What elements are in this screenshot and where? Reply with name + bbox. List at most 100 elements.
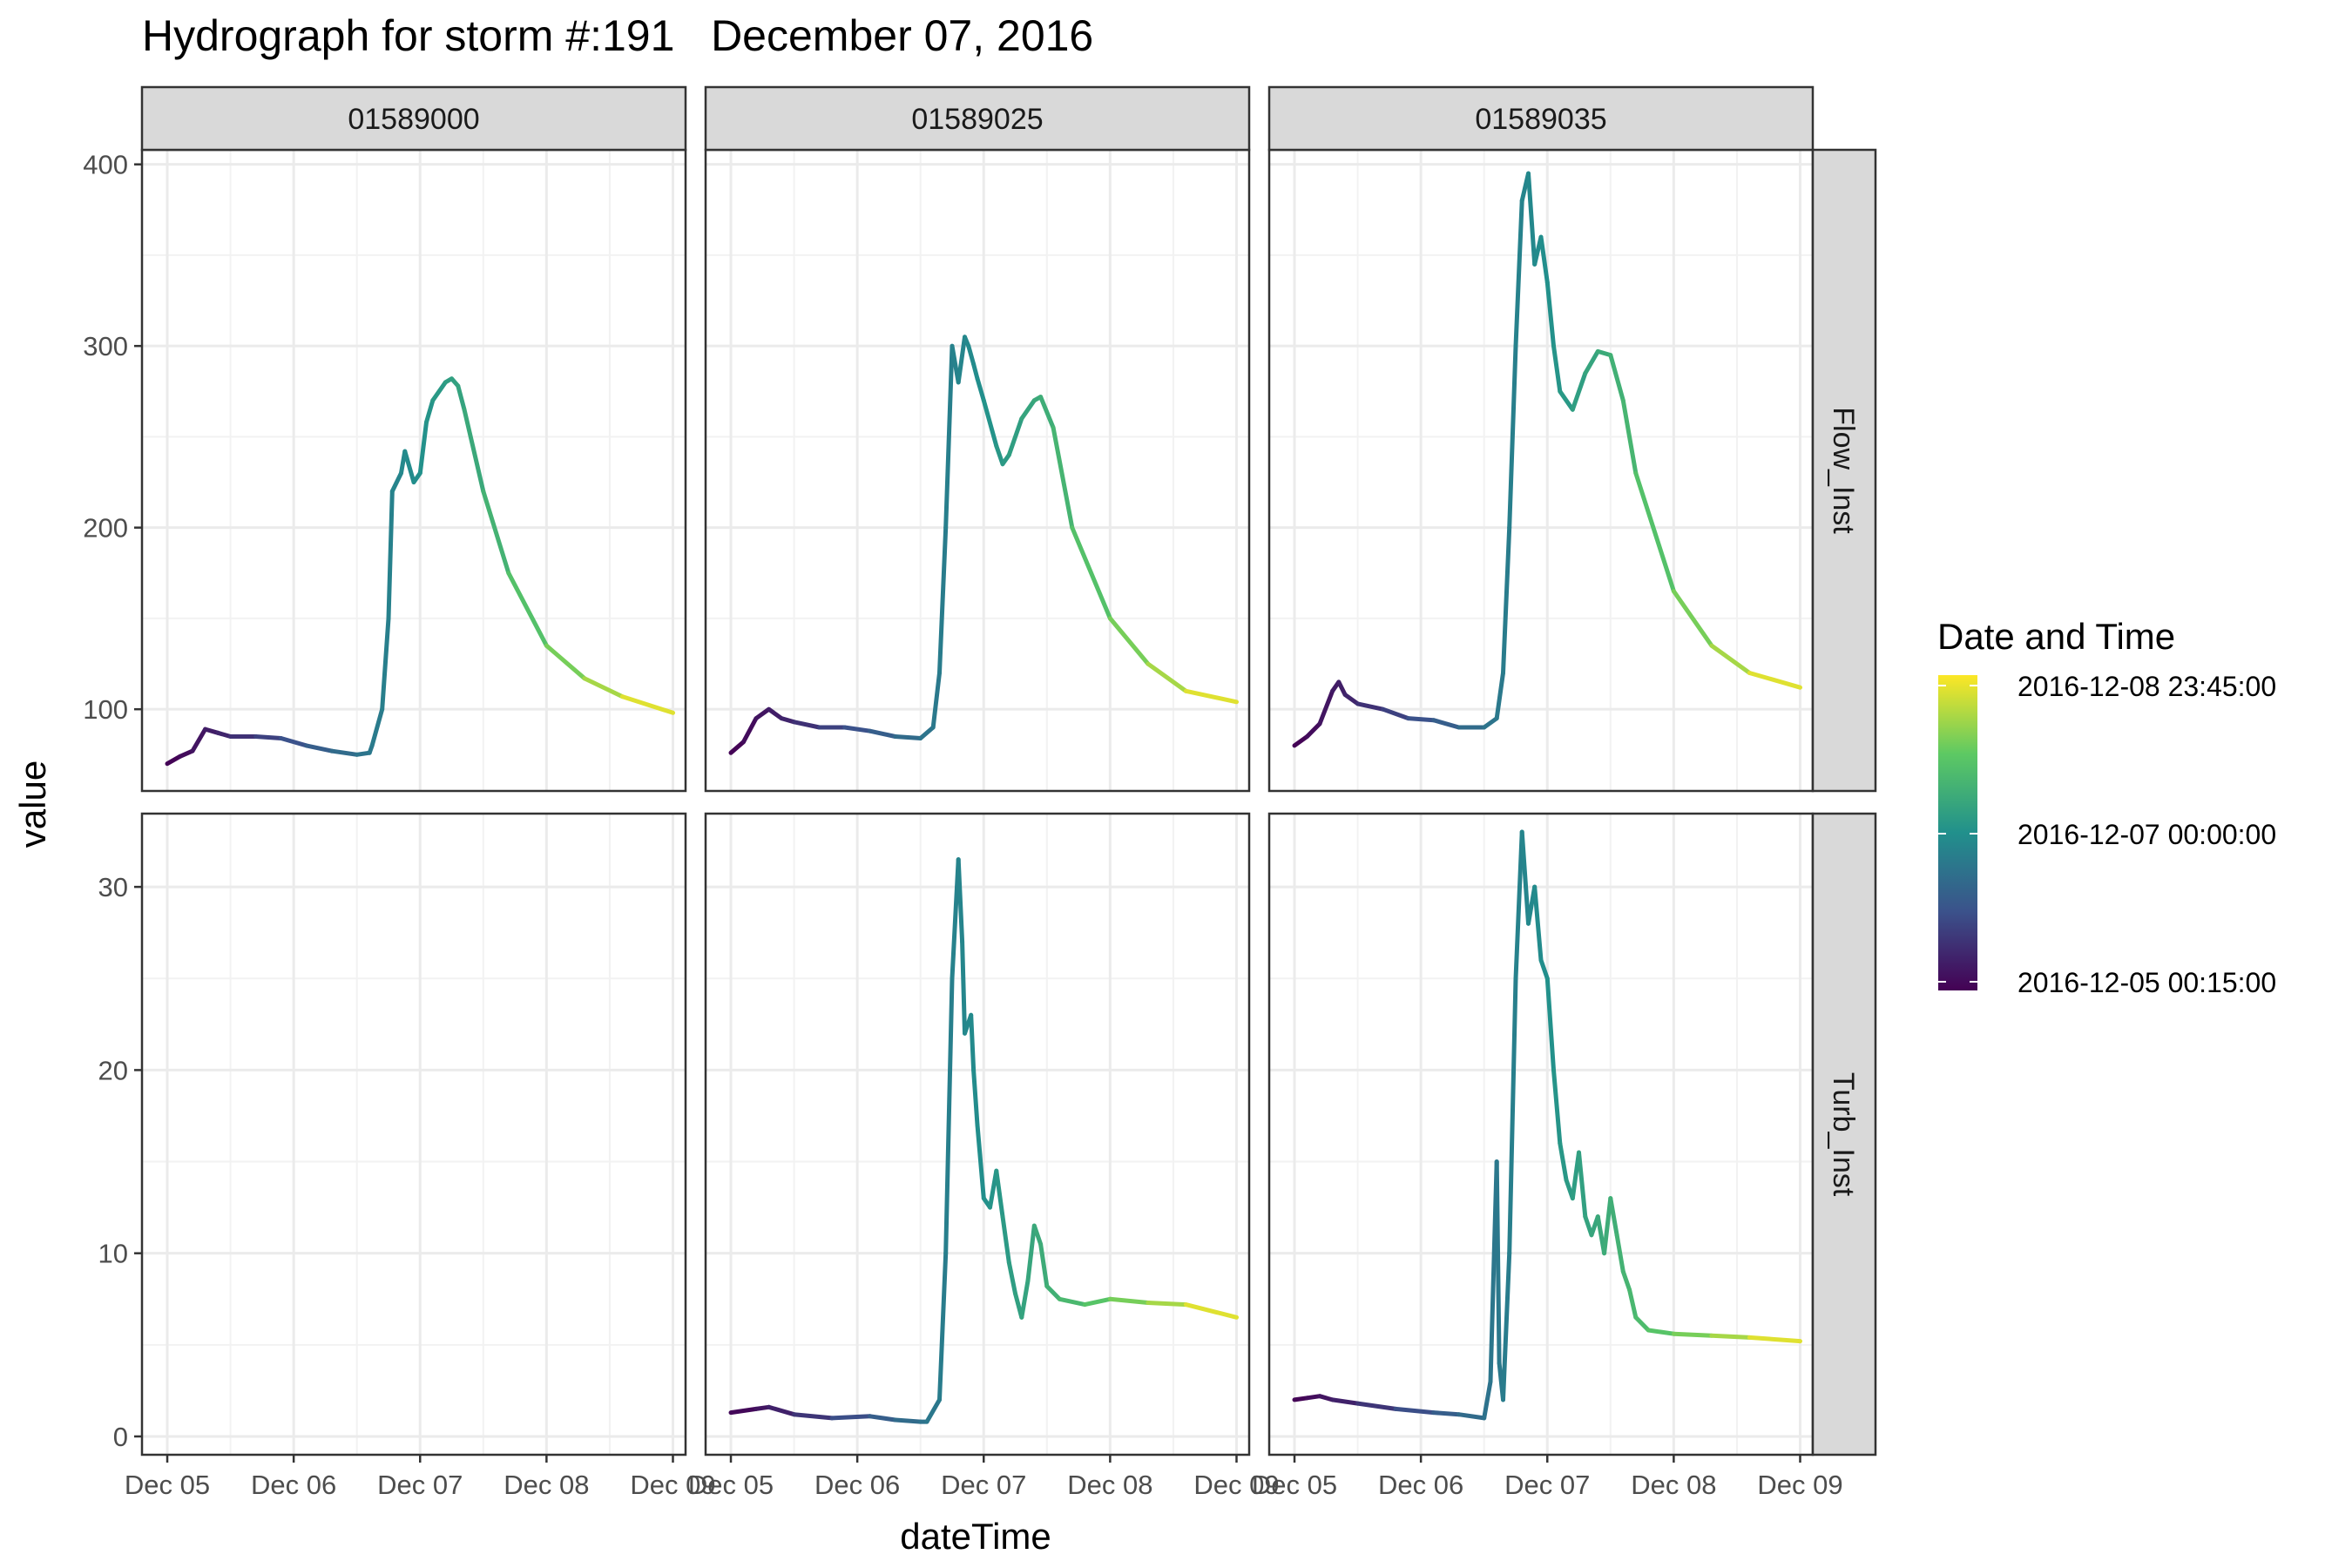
panel-background <box>1269 814 1813 1455</box>
panel-background <box>142 814 686 1455</box>
series-segment <box>1355 1401 1398 1411</box>
x-axis-label: dateTime <box>900 1516 1051 1557</box>
facet-strip-column <box>1267 85 1815 152</box>
panel-background <box>1269 150 1813 791</box>
facet-strips: 01589000 01589025 01589035 Flow_Inst Turb_In… <box>140 85 1877 1456</box>
series-segment <box>203 727 220 735</box>
facet-strip-column <box>704 85 1251 152</box>
series-segment <box>1342 693 1361 706</box>
series-segment <box>1577 1150 1588 1220</box>
series-segment <box>369 706 385 748</box>
series-segment <box>1336 679 1348 697</box>
series-segment <box>178 748 195 759</box>
series-segment <box>1070 525 1112 621</box>
series-segment <box>956 335 967 385</box>
series-segment <box>544 643 587 681</box>
series-segment <box>893 1417 923 1424</box>
series-segment <box>930 671 942 730</box>
series-segment <box>424 398 436 425</box>
series-segment <box>1747 1335 1802 1344</box>
y-tick-label: 300 <box>83 331 128 362</box>
series-segment <box>1305 721 1322 739</box>
series-segment <box>943 976 955 1256</box>
series-segment <box>1558 1141 1569 1183</box>
series-segment <box>1482 1379 1493 1421</box>
series-segment <box>1501 1251 1512 1402</box>
series-segment <box>868 728 898 739</box>
series-segment <box>1608 1196 1619 1238</box>
series-segment <box>767 706 784 721</box>
series-segment <box>994 443 1005 467</box>
series-segment <box>741 716 759 745</box>
series-segment <box>792 720 822 730</box>
series-segment <box>754 706 772 721</box>
x-tick-label: Dec 08 <box>1067 1470 1152 1500</box>
series-segment <box>1507 343 1518 531</box>
x-tick-label: Dec 08 <box>504 1470 589 1500</box>
series-line <box>728 335 1239 755</box>
series-segment <box>966 343 977 367</box>
y-tick-label: 10 <box>98 1239 128 1269</box>
series-segment <box>1671 589 1714 648</box>
x-tick-label: Dec 09 <box>630 1470 715 1500</box>
facet-strip-label: Turb_Inst <box>1827 1072 1860 1197</box>
series-segment <box>937 1251 949 1402</box>
series-segment <box>1608 353 1625 403</box>
series-segment <box>1494 1159 1502 1366</box>
series-segment <box>971 362 980 382</box>
series-segment <box>937 525 949 675</box>
series-segment <box>1482 716 1499 730</box>
facet-strip-column <box>140 85 687 152</box>
series-segment <box>975 376 986 403</box>
series-segment <box>462 407 486 494</box>
x-tick-label: Dec 09 <box>1193 1470 1279 1500</box>
series-segment <box>1646 1328 1676 1336</box>
series-segment <box>1671 1331 1714 1338</box>
series-line <box>1292 171 1802 748</box>
series-segment <box>779 716 797 725</box>
series-segment <box>981 398 999 449</box>
series-segment <box>1558 389 1575 412</box>
series-segment <box>728 740 746 755</box>
series-segment <box>1406 716 1436 723</box>
series-segment <box>1570 371 1588 412</box>
series-segment <box>1747 671 1802 690</box>
series-segment <box>1146 661 1188 693</box>
facet-strip-label: 01589035 <box>1475 103 1606 136</box>
panel-border <box>140 812 687 1456</box>
series-segment <box>1038 1241 1050 1288</box>
series-segment <box>842 725 873 733</box>
series-segment <box>1538 957 1550 981</box>
series-segment <box>1551 1067 1563 1146</box>
facet-strip-row <box>1811 812 1877 1456</box>
series-segment <box>582 676 625 700</box>
y-tick-label: 30 <box>98 872 128 902</box>
series-segment <box>956 857 965 944</box>
series-segment <box>165 754 182 767</box>
series-segment <box>971 1067 980 1127</box>
series-segment <box>1507 976 1518 1256</box>
series-segment <box>1620 398 1639 476</box>
series-segment <box>1393 1406 1436 1416</box>
series-segment <box>893 734 923 740</box>
series-segment <box>1044 1284 1062 1301</box>
series-line <box>1292 829 1802 1421</box>
series-segment <box>619 694 675 715</box>
series-segment <box>304 743 335 754</box>
y-tick-label: 200 <box>83 513 128 544</box>
series-segment <box>1532 884 1544 963</box>
x-tick-label: Dec 09 <box>1757 1470 1842 1500</box>
legend-title: Date and Time <box>1937 616 2175 657</box>
series-segment <box>1146 1301 1188 1308</box>
series-segment <box>329 748 360 757</box>
series-segment <box>1381 706 1411 721</box>
facet-strip-label: 01589000 <box>348 103 479 136</box>
x-tick-label: Dec 06 <box>1378 1470 1463 1500</box>
series-segment <box>253 734 284 740</box>
series-segment <box>1107 1296 1151 1305</box>
x-tick-label: Dec 05 <box>688 1470 774 1500</box>
series-segment <box>1627 1288 1639 1320</box>
series-segment <box>1082 1296 1112 1308</box>
x-tick-label: Dec 07 <box>1504 1470 1590 1500</box>
series-segment <box>1633 470 1676 594</box>
